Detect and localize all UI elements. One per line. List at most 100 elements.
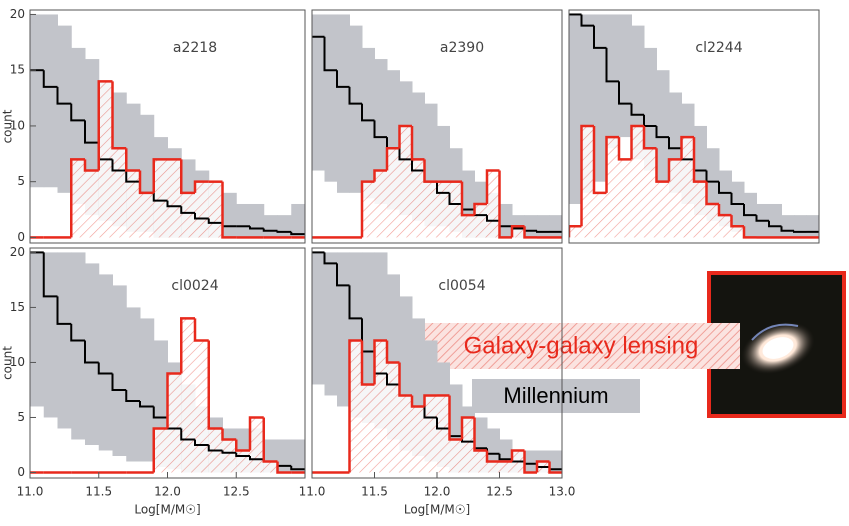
band [499,203,513,238]
bar [681,137,694,238]
median-line [323,36,337,72]
bar [195,181,209,238]
count-outline [605,135,619,193]
bar [619,159,632,238]
count-outline [473,202,487,216]
panel [312,251,562,474]
count-outline [548,461,562,474]
band [250,203,265,238]
bar [153,159,168,238]
bar [462,215,475,238]
bar [126,170,140,238]
median-line [448,192,462,205]
median-line [486,215,500,222]
count-outline [692,137,707,183]
bar [195,340,209,473]
median-line [249,226,264,230]
median-line [755,215,769,222]
count-outline [680,135,694,160]
count-outline [385,146,400,171]
bar [487,170,500,238]
count-outline [485,169,500,204]
median-line [152,192,168,202]
bar [71,159,85,238]
median-line [84,340,99,364]
median-line [262,228,278,232]
median-line [207,218,223,224]
median-line [398,148,412,161]
median-line [70,103,85,122]
band [140,318,155,462]
median-line [436,417,450,430]
band [374,59,388,204]
y-axis-label: count [1,109,15,143]
bar [499,461,512,473]
count-outline [523,226,537,239]
band [277,215,292,238]
panel-title: cl0024 [171,278,218,294]
y-tick-label: 10 [10,355,25,369]
band [277,439,292,473]
count-outline [617,137,632,161]
median-line [618,81,632,105]
median-line [290,231,305,236]
count-outline [535,460,550,473]
band [222,192,237,238]
count-outline [248,416,264,451]
count-outline [373,339,387,385]
bar [250,417,264,473]
median-line [361,103,375,122]
bar [731,226,744,238]
legend-label: Millennium [503,383,608,408]
bar [85,170,99,238]
median-line [498,453,512,461]
bar [474,450,487,473]
median-line [125,170,140,183]
band [619,14,632,138]
median-line [630,103,644,116]
band [324,14,338,182]
legend-swatch-millennium [472,379,640,413]
bar [167,373,182,473]
bar [387,362,400,473]
median-line [423,406,437,419]
median-line [42,252,58,298]
panel-frame [29,9,306,244]
median-line [70,323,85,342]
band [781,215,795,238]
count-outline [655,148,669,183]
panel-frame [568,9,820,244]
median-line [276,230,292,233]
median-line [207,444,223,452]
y-tick-label: 15 [10,63,25,77]
bar [236,450,250,473]
band [806,215,819,238]
band [30,14,45,188]
count-outline [207,340,223,430]
count-outline [592,125,607,195]
bar [474,203,487,238]
median-line [336,263,350,287]
median-line [605,47,619,83]
panel [569,13,819,239]
y-axis-label: count [1,346,15,380]
band [524,450,538,473]
count-outline [221,181,237,239]
x-tick-label: 12.5 [486,485,513,499]
band [291,203,305,238]
count-outline [730,215,744,228]
count-outline [485,450,500,463]
median-line [436,181,450,194]
band [769,203,782,238]
median-line [730,192,744,205]
median-line [56,86,72,105]
bar [181,192,195,238]
panel-title: a2390 [440,40,484,56]
band [337,252,350,407]
band [312,14,325,171]
median-line [56,296,72,325]
band [337,14,350,193]
band [549,450,562,473]
median-line [536,230,550,233]
median-line [780,226,794,232]
